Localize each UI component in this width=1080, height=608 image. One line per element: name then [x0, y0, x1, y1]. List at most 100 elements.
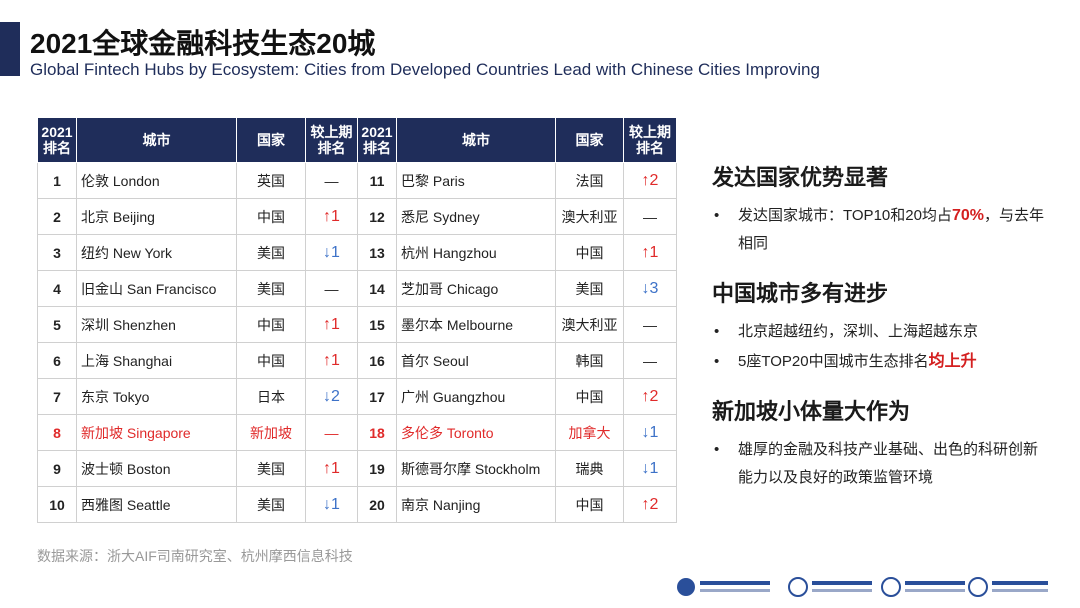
- change-text: ↑1: [323, 315, 340, 333]
- country: 日本: [236, 378, 306, 415]
- rank-text: 17: [369, 388, 385, 405]
- emphasis: 70%: [951, 207, 984, 224]
- rank: 13: [357, 234, 397, 271]
- rank-text: 6: [53, 352, 61, 369]
- header-text: 较上期: [629, 124, 671, 140]
- city-text: 东京 Tokyo: [81, 388, 150, 405]
- header-text: 较上期: [310, 124, 353, 140]
- column-header: 2021 排名: [37, 117, 77, 163]
- city-text: 波士顿 Boston: [81, 460, 171, 477]
- country: 澳大利亚: [555, 198, 624, 235]
- bullet: 5座TOP20中国城市生态排名均上升: [712, 348, 1047, 376]
- bullet-text: 北京超越纽约，深圳、上海超越东京: [738, 323, 979, 340]
- country-text: 法国: [575, 172, 604, 189]
- table-row: 10 西雅图 Seattle 美国 ↓1 20 南京 Nanjing 中国 ↑2: [37, 486, 677, 523]
- country-text: 中国: [575, 244, 604, 261]
- header-text: 城市: [462, 132, 490, 148]
- bullet: 雄厚的金融及科技产业基础、出色的科研创新能力以及良好的政策监管环境: [712, 436, 1047, 492]
- country-text: 澳大利亚: [561, 208, 618, 225]
- country: 中国: [236, 342, 306, 379]
- rank: 4: [37, 270, 77, 307]
- city: 杭州 Hangzhou: [396, 234, 556, 271]
- country: 韩国: [555, 342, 624, 379]
- change: ↓1: [623, 414, 677, 451]
- country-text: 美国: [575, 280, 604, 297]
- subtitle: Global Fintech Hubs by Ecosystem: Cities…: [30, 60, 820, 79]
- change: ↓3: [623, 270, 677, 307]
- city-text: 南京 Nanjing: [401, 496, 481, 513]
- rank-text: 5: [53, 316, 61, 333]
- city: 上海 Shanghai: [76, 342, 237, 379]
- rank-text: 20: [369, 496, 385, 513]
- rank: 6: [37, 342, 77, 379]
- change-text: —: [643, 208, 657, 225]
- rank: 14: [357, 270, 397, 307]
- city: 斯德哥尔摩 Stockholm: [396, 450, 556, 487]
- findings: 发达国家优势显著发达国家城市：TOP10和20均占70%，与去年相同中国城市多有…: [712, 160, 1047, 510]
- city-text: 芝加哥 Chicago: [401, 280, 499, 297]
- city-text: 杭州 Hangzhou: [401, 244, 497, 261]
- rank-text: 7: [53, 388, 61, 405]
- country-text: 中国: [575, 388, 604, 405]
- change: ↓2: [305, 378, 358, 415]
- city: 多伦多 Toronto: [396, 414, 556, 451]
- change: —: [623, 306, 677, 343]
- rank: 3: [37, 234, 77, 271]
- rank: 8: [37, 414, 77, 451]
- rank-text: 1: [53, 172, 61, 189]
- country-text: 日本: [257, 388, 285, 405]
- header-text: 排名: [43, 140, 71, 156]
- logos: [677, 577, 1048, 597]
- table-row: 2 北京 Beijing 中国 ↑1 12 悉尼 Sydney 澳大利亚 —: [37, 198, 677, 235]
- country: 瑞典: [555, 450, 624, 487]
- header-text: 2021: [41, 124, 73, 140]
- bullet-text: 发达国家城市：TOP10和20均占: [738, 207, 952, 224]
- change: —: [305, 270, 358, 307]
- ranking-table: 2021 排名 城市 国家 较上期 排名 2021 排名 城市 国家 较上期 排名 1 伦敦 London…: [37, 117, 677, 523]
- country-text: 英国: [257, 172, 285, 189]
- country-text: 中国: [257, 316, 285, 333]
- city: 墨尔本 Melbourne: [396, 306, 556, 343]
- change: ↑2: [623, 162, 677, 199]
- change: —: [623, 342, 677, 379]
- column-header: 城市: [396, 117, 556, 163]
- city: 悉尼 Sydney: [396, 198, 556, 235]
- rank: 12: [357, 198, 397, 235]
- city-text: 广州 Guangzhou: [401, 388, 506, 405]
- title: 2021全球金融科技生态20城: [30, 28, 376, 59]
- city-text: 西雅图 Seattle: [81, 496, 171, 513]
- bullet: 北京超越纽约，深圳、上海超越东京: [712, 318, 1047, 346]
- change: —: [623, 198, 677, 235]
- city: 波士顿 Boston: [76, 450, 237, 487]
- city: 纽约 New York: [76, 234, 237, 271]
- rank: 1: [37, 162, 77, 199]
- change: ↓1: [305, 234, 358, 271]
- change-text: ↑1: [641, 243, 659, 261]
- country-text: 美国: [257, 244, 285, 261]
- rank: 15: [357, 306, 397, 343]
- city: 西雅图 Seattle: [76, 486, 237, 523]
- bullet: 发达国家城市：TOP10和20均占70%，与去年相同: [712, 202, 1047, 258]
- bullet-text: 雄厚的金融及科技产业基础、出色的科研创新能力以及良好的政策监管环境: [738, 441, 1039, 486]
- country-text: 新加坡: [250, 424, 292, 441]
- rank-text: 4: [53, 280, 61, 297]
- country-text: 加拿大: [568, 424, 611, 441]
- emphasis: 均上升: [928, 353, 977, 370]
- country-text: 韩国: [575, 352, 604, 369]
- section: 新加坡小体量大作为雄厚的金融及科技产业基础、出色的科研创新能力以及良好的政策监管…: [712, 394, 1047, 492]
- change-text: —: [643, 316, 657, 333]
- source: 数据来源：浙大AIF司南研究室、杭州摩西信息科技: [37, 548, 353, 564]
- country: 中国: [555, 486, 624, 523]
- column-header: 2021 排名: [357, 117, 397, 163]
- column-header: 国家: [236, 117, 306, 163]
- change: ↑1: [305, 198, 358, 235]
- change: ↑1: [623, 234, 677, 271]
- city-text: 巴黎 Paris: [401, 172, 465, 189]
- city-text: 悉尼 Sydney: [401, 208, 480, 225]
- country: 美国: [236, 450, 306, 487]
- country: 美国: [555, 270, 624, 307]
- change-text: —: [643, 352, 657, 369]
- city-text: 深圳 Shenzhen: [81, 316, 176, 333]
- change-text: ↑2: [641, 171, 659, 189]
- rank-text: 8: [53, 424, 61, 441]
